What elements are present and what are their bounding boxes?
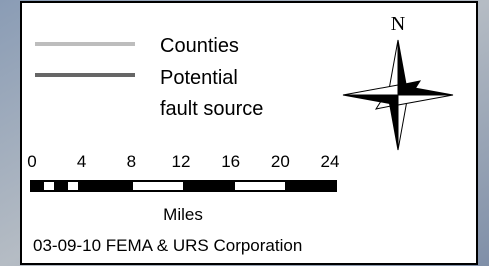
legend-label: fault source (160, 98, 263, 120)
legend-panel (21, 2, 477, 264)
scale-tick-label: 8 (127, 152, 136, 171)
page: Counties Potential fault source N 0 4 8 12 1… (0, 0, 489, 266)
scale-tick-label: 0 (27, 152, 36, 171)
map-legend: Counties Potential fault source N 0 4 8 12 1… (0, 0, 489, 266)
scale-tick-label: 24 (321, 152, 340, 171)
legend-label: Counties (160, 35, 239, 57)
legend-label: Potential (160, 67, 238, 89)
north-label: N (391, 13, 405, 35)
scale-tick-label: 4 (77, 152, 86, 171)
scale-unit: Miles (163, 205, 203, 224)
scale-tick-label: 16 (221, 152, 240, 171)
scale-tick-label: 20 (271, 152, 290, 171)
scale-tick-label: 12 (172, 152, 191, 171)
credit: 03-09-10 FEMA & URS Corporation (33, 236, 302, 255)
scale-bar (30, 180, 337, 192)
